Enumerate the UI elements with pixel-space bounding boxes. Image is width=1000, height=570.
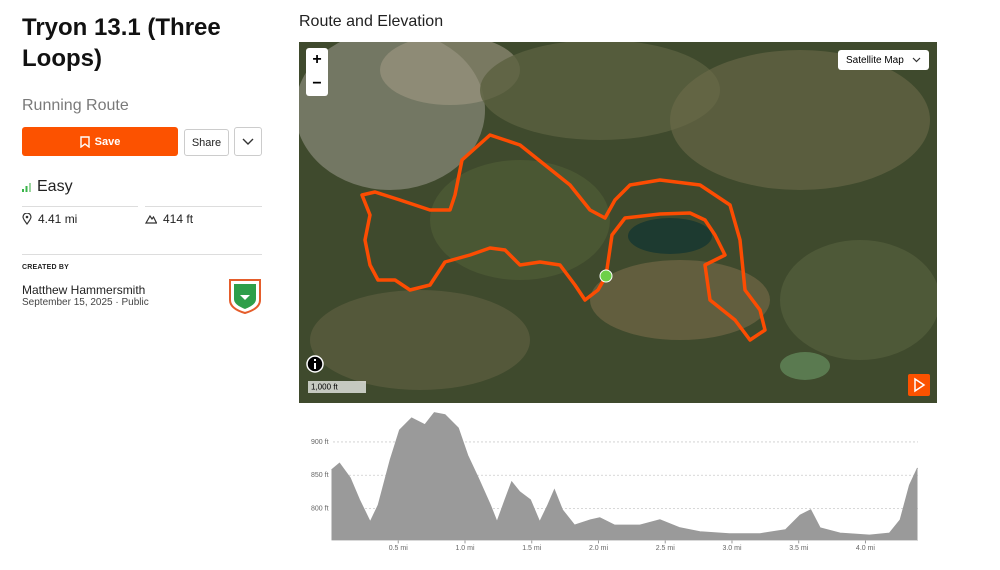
map-type-button[interactable]	[838, 50, 929, 70]
x-tick-label: 3.0 mi	[722, 545, 742, 552]
y-tick-label: 800 ft	[311, 505, 329, 512]
badge	[229, 279, 261, 314]
share-button[interactable]: Share	[184, 129, 229, 156]
difficulty-icon	[22, 182, 31, 192]
share-label: Share	[191, 136, 222, 149]
map-type-chevron	[912, 57, 921, 63]
map[interactable]: + − Satellite Map 1,000 ft	[295, 30, 940, 403]
difficulty: Easy	[22, 178, 73, 196]
x-tick-label: 1.0 mi	[455, 545, 475, 552]
elevation-fill	[331, 412, 918, 541]
divider	[22, 254, 262, 255]
elevation-chart: 800 ft 850 ft 900 ft 0.5 mi 1.0 mi 1.5 mi 2.0 …	[311, 412, 918, 552]
x-tick-label: 3.5 mi	[789, 545, 809, 552]
divider	[145, 206, 262, 207]
difficulty-label: Easy	[37, 178, 73, 195]
route-type: Running Route	[22, 97, 129, 114]
zoom-in[interactable]: +	[312, 51, 321, 68]
distance: 4.41 mi	[38, 212, 78, 226]
chevron-icon	[242, 138, 254, 145]
map-type-label[interactable]: Satellite Map	[846, 55, 904, 66]
play-icon	[914, 377, 926, 393]
more-button[interactable]	[234, 127, 262, 156]
x-tick-label: 4.0 mi	[856, 545, 876, 552]
date: September 15, 2025 · Public	[22, 297, 149, 308]
x-tick-label: 1.5 mi	[522, 545, 542, 552]
zoom-control	[306, 48, 328, 96]
mountain-icon	[145, 214, 157, 224]
start-marker	[599, 269, 613, 283]
author[interactable]: Matthew Hammersmith	[22, 283, 146, 297]
y-tick-label: 850 ft	[311, 472, 329, 479]
play-button[interactable]	[908, 374, 930, 396]
bookmark-icon	[79, 135, 90, 148]
divider	[22, 206, 138, 207]
route-title: Tryon 13.1 (Three Loops)	[22, 14, 221, 72]
x-tick-label: 2.0 mi	[589, 545, 609, 552]
pin-icon	[22, 213, 32, 225]
save-button[interactable]: Save	[22, 127, 178, 156]
distance-stat: 4.41 mi	[22, 212, 77, 226]
info-glyph	[314, 363, 316, 369]
scale-label: 1,000 ft	[311, 383, 338, 392]
x-tick-label: 2.5 mi	[656, 545, 676, 552]
x-tick-label: 0.5 mi	[389, 545, 409, 552]
elevation-stat: 414 ft	[145, 212, 193, 226]
scale-bar	[308, 381, 366, 393]
save-label: Save	[94, 135, 121, 148]
elevation-gain: 414 ft	[163, 212, 194, 226]
zoom-out[interactable]: −	[312, 75, 321, 92]
elevation-line	[331, 412, 918, 536]
info-glyph	[314, 359, 316, 361]
route-line	[360, 133, 767, 342]
created-by-label: CREATED BY	[22, 264, 69, 271]
section-heading: Route and Elevation	[299, 13, 444, 30]
y-tick-label: 900 ft	[311, 439, 329, 446]
